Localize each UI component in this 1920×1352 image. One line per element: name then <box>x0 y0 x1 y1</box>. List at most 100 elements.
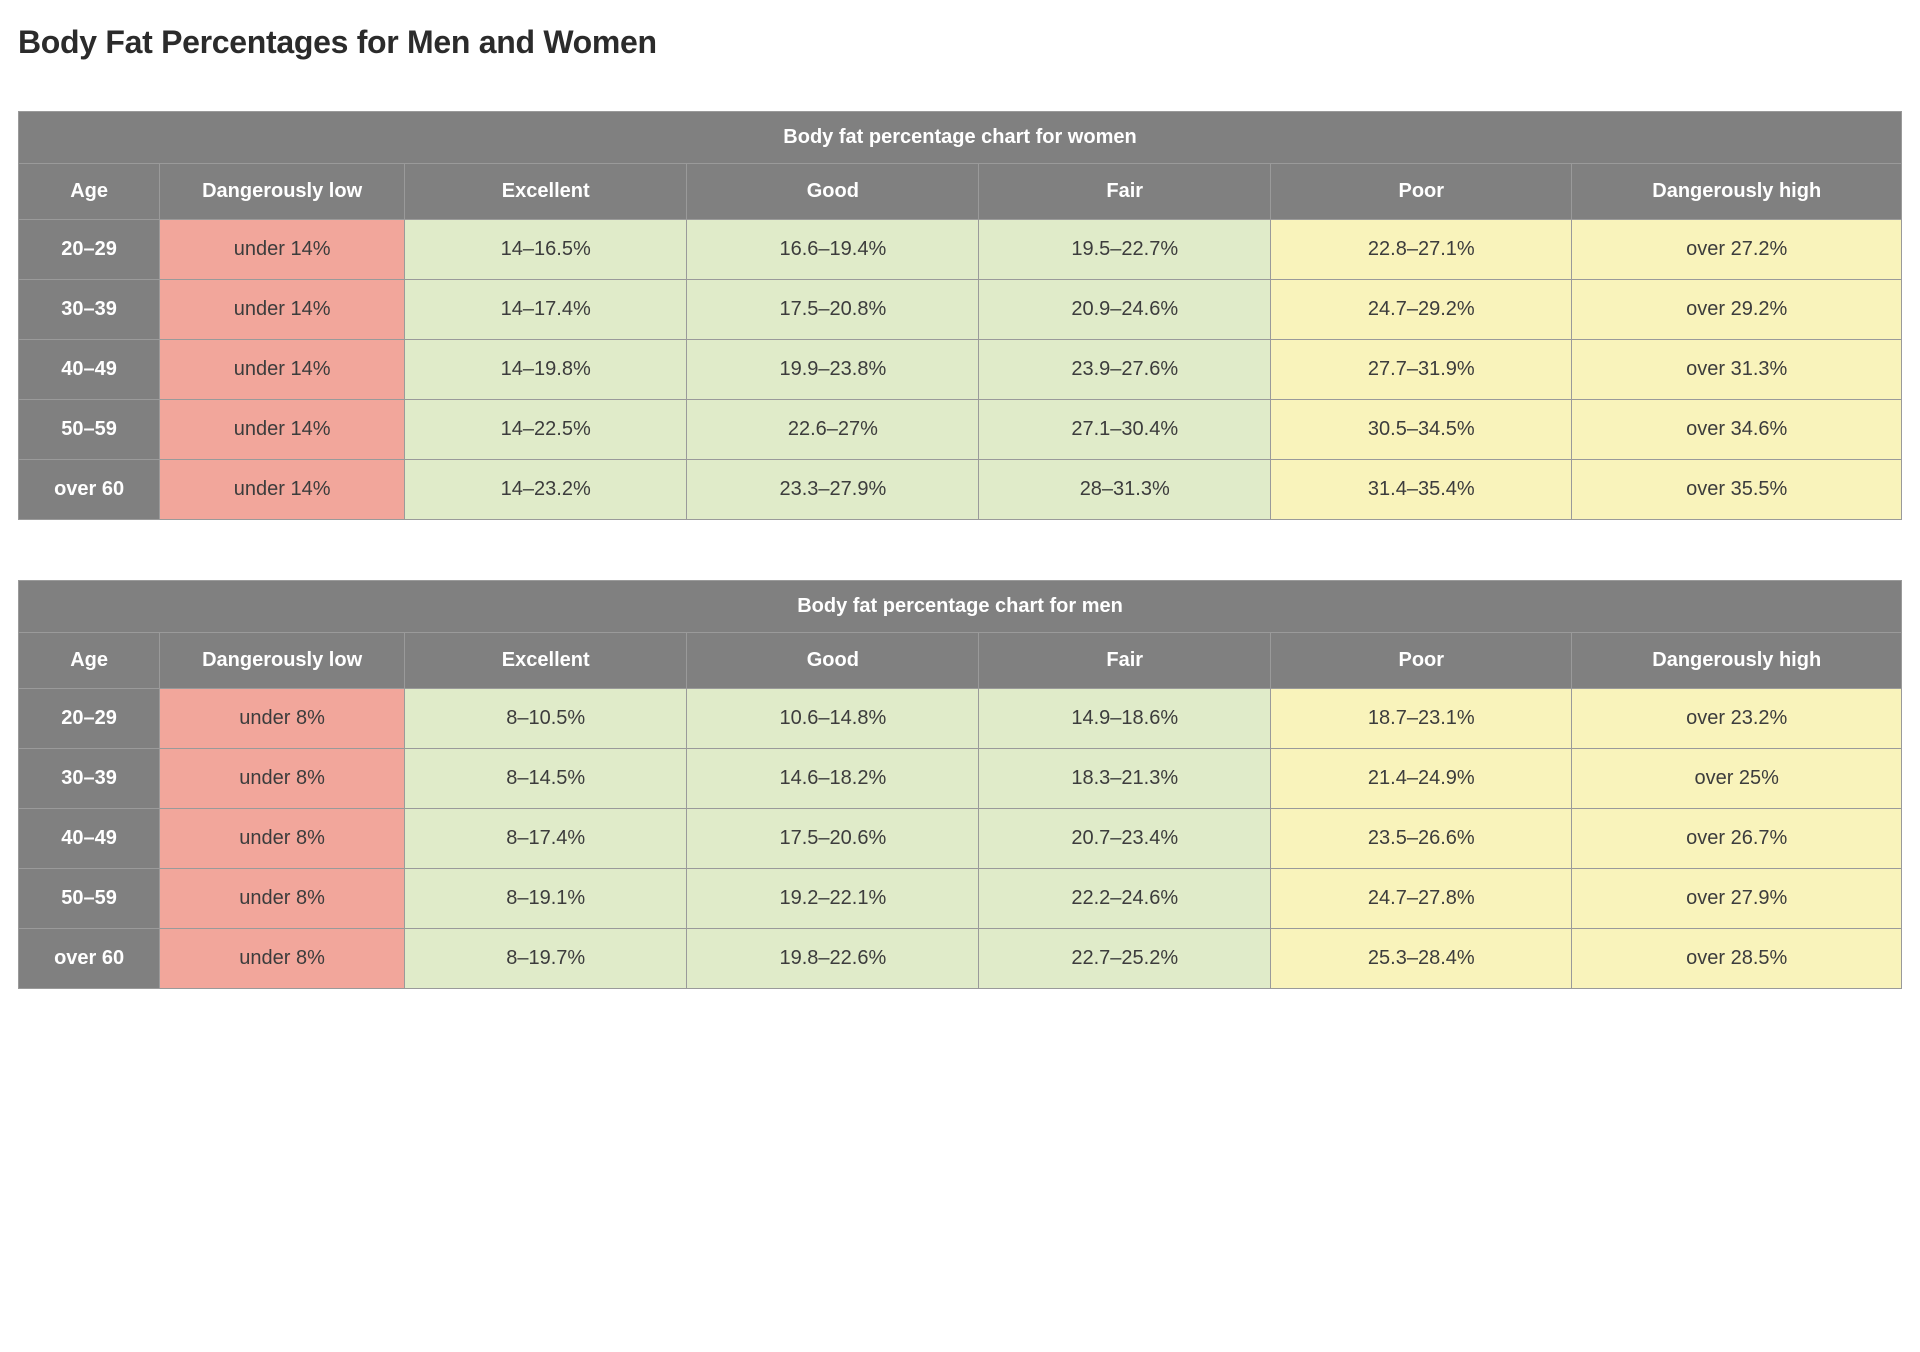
age-cell: 30–39 <box>19 280 160 340</box>
data-cell: 8–19.7% <box>405 929 687 989</box>
age-cell: 40–49 <box>19 809 160 869</box>
data-cell: 23.5–26.6% <box>1271 809 1572 869</box>
data-cell: 8–14.5% <box>405 749 687 809</box>
data-cell: 27.1–30.4% <box>979 400 1271 460</box>
data-cell: 22.7–25.2% <box>979 929 1271 989</box>
data-cell: over 31.3% <box>1572 340 1902 400</box>
data-cell: 20.7–23.4% <box>979 809 1271 869</box>
data-cell: over 29.2% <box>1572 280 1902 340</box>
data-cell: 21.4–24.9% <box>1271 749 1572 809</box>
data-cell: 17.5–20.8% <box>687 280 979 340</box>
data-cell: 19.8–22.6% <box>687 929 979 989</box>
data-cell: 20.9–24.6% <box>979 280 1271 340</box>
data-cell: 14–16.5% <box>405 220 687 280</box>
age-cell: 50–59 <box>19 400 160 460</box>
column-header: Dangerously high <box>1572 633 1902 689</box>
age-cell: over 60 <box>19 460 160 520</box>
column-header: Age <box>19 164 160 220</box>
data-cell: under 8% <box>160 929 405 989</box>
table-title: Body fat percentage chart for women <box>19 112 1902 164</box>
data-cell: under 8% <box>160 809 405 869</box>
column-header: Dangerously high <box>1572 164 1902 220</box>
data-cell: under 14% <box>160 340 405 400</box>
age-cell: 20–29 <box>19 689 160 749</box>
table-row: 20–29under 14%14–16.5%16.6–19.4%19.5–22.… <box>19 220 1902 280</box>
table-row: 20–29under 8%8–10.5%10.6–14.8%14.9–18.6%… <box>19 689 1902 749</box>
data-cell: under 14% <box>160 460 405 520</box>
data-cell: 14.6–18.2% <box>687 749 979 809</box>
data-cell: 14–19.8% <box>405 340 687 400</box>
data-cell: 17.5–20.6% <box>687 809 979 869</box>
data-cell: 28–31.3% <box>979 460 1271 520</box>
table-title: Body fat percentage chart for men <box>19 581 1902 633</box>
column-header: Fair <box>979 633 1271 689</box>
data-cell: 8–17.4% <box>405 809 687 869</box>
table-row: 40–49under 14%14–19.8%19.9–23.8%23.9–27.… <box>19 340 1902 400</box>
body-fat-table: Body fat percentage chart for womenAgeDa… <box>18 111 1902 520</box>
age-cell: 30–39 <box>19 749 160 809</box>
table-row: over 60under 14%14–23.2%23.3–27.9%28–31.… <box>19 460 1902 520</box>
data-cell: over 23.2% <box>1572 689 1902 749</box>
data-cell: 19.5–22.7% <box>979 220 1271 280</box>
column-header: Age <box>19 633 160 689</box>
data-cell: over 34.6% <box>1572 400 1902 460</box>
column-header: Poor <box>1271 633 1572 689</box>
data-cell: over 27.9% <box>1572 869 1902 929</box>
data-cell: over 27.2% <box>1572 220 1902 280</box>
column-header: Dangerously low <box>160 633 405 689</box>
page-title: Body Fat Percentages for Men and Women <box>18 24 1902 61</box>
column-header: Dangerously low <box>160 164 405 220</box>
data-cell: 8–10.5% <box>405 689 687 749</box>
data-cell: 24.7–27.8% <box>1271 869 1572 929</box>
data-cell: 14–23.2% <box>405 460 687 520</box>
data-cell: over 25% <box>1572 749 1902 809</box>
data-cell: under 14% <box>160 220 405 280</box>
data-cell: 22.8–27.1% <box>1271 220 1572 280</box>
data-cell: 24.7–29.2% <box>1271 280 1572 340</box>
data-cell: 23.3–27.9% <box>687 460 979 520</box>
column-header: Excellent <box>405 633 687 689</box>
data-cell: 19.2–22.1% <box>687 869 979 929</box>
data-cell: under 8% <box>160 749 405 809</box>
table-row: over 60under 8%8–19.7%19.8–22.6%22.7–25.… <box>19 929 1902 989</box>
data-cell: 14.9–18.6% <box>979 689 1271 749</box>
column-header: Good <box>687 633 979 689</box>
column-header: Excellent <box>405 164 687 220</box>
age-cell: 40–49 <box>19 340 160 400</box>
data-cell: over 35.5% <box>1572 460 1902 520</box>
data-cell: 25.3–28.4% <box>1271 929 1572 989</box>
tables-container: Body fat percentage chart for womenAgeDa… <box>18 111 1902 989</box>
table-row: 30–39under 8%8–14.5%14.6–18.2%18.3–21.3%… <box>19 749 1902 809</box>
data-cell: over 26.7% <box>1572 809 1902 869</box>
table-row: 50–59under 8%8–19.1%19.2–22.1%22.2–24.6%… <box>19 869 1902 929</box>
table-row: 40–49under 8%8–17.4%17.5–20.6%20.7–23.4%… <box>19 809 1902 869</box>
data-cell: 31.4–35.4% <box>1271 460 1572 520</box>
table-row: 30–39under 14%14–17.4%17.5–20.8%20.9–24.… <box>19 280 1902 340</box>
data-cell: 16.6–19.4% <box>687 220 979 280</box>
data-cell: 10.6–14.8% <box>687 689 979 749</box>
data-cell: 18.7–23.1% <box>1271 689 1572 749</box>
data-cell: 23.9–27.6% <box>979 340 1271 400</box>
data-cell: under 8% <box>160 689 405 749</box>
data-cell: 22.6–27% <box>687 400 979 460</box>
data-cell: 14–22.5% <box>405 400 687 460</box>
data-cell: over 28.5% <box>1572 929 1902 989</box>
data-cell: under 8% <box>160 869 405 929</box>
data-cell: 14–17.4% <box>405 280 687 340</box>
data-cell: under 14% <box>160 400 405 460</box>
age-cell: 50–59 <box>19 869 160 929</box>
table-row: 50–59under 14%14–22.5%22.6–27%27.1–30.4%… <box>19 400 1902 460</box>
data-cell: 18.3–21.3% <box>979 749 1271 809</box>
age-cell: over 60 <box>19 929 160 989</box>
column-header: Fair <box>979 164 1271 220</box>
data-cell: 30.5–34.5% <box>1271 400 1572 460</box>
data-cell: 22.2–24.6% <box>979 869 1271 929</box>
data-cell: 27.7–31.9% <box>1271 340 1572 400</box>
body-fat-table: Body fat percentage chart for menAgeDang… <box>18 580 1902 989</box>
data-cell: under 14% <box>160 280 405 340</box>
column-header: Good <box>687 164 979 220</box>
age-cell: 20–29 <box>19 220 160 280</box>
column-header: Poor <box>1271 164 1572 220</box>
data-cell: 8–19.1% <box>405 869 687 929</box>
data-cell: 19.9–23.8% <box>687 340 979 400</box>
